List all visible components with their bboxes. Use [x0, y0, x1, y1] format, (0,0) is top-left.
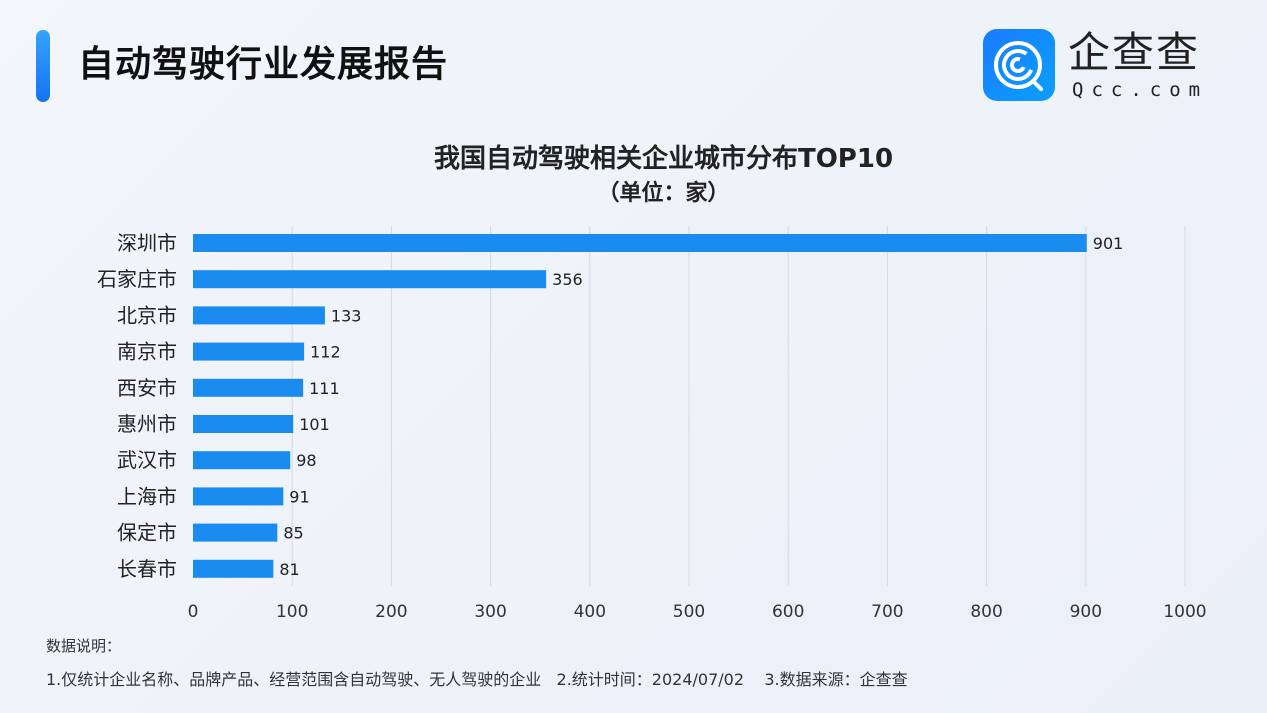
logo-text-cn: 企查查 — [1068, 28, 1201, 77]
x-tick-label: 1000 — [1163, 602, 1206, 622]
x-tick-label: 400 — [574, 602, 606, 622]
x-tick-label: 300 — [474, 602, 506, 622]
x-tick-label: 600 — [772, 602, 804, 622]
notes-text: 1.仅统计企业名称、品牌产品、经营范围含自动驾驶、无人驾驶的企业 2.统计时间：… — [46, 670, 908, 689]
data-label: 81 — [279, 560, 299, 579]
y-category-label: 石家庄市 — [97, 267, 177, 291]
y-category-label: 保定市 — [117, 521, 177, 545]
data-label: 101 — [299, 415, 330, 434]
y-category-label: 上海市 — [117, 484, 177, 508]
data-label: 901 — [1093, 234, 1124, 253]
data-label: 133 — [331, 306, 362, 325]
x-tick-label: 200 — [375, 602, 407, 622]
title-accent-bar — [36, 30, 50, 102]
chart-title: 我国自动驾驶相关企业城市分布TOP10 — [433, 144, 894, 174]
data-label: 91 — [289, 487, 309, 506]
y-category-label: 深圳市 — [117, 231, 177, 255]
bar — [193, 270, 547, 289]
y-category-label: 武汉市 — [117, 448, 177, 472]
bar — [193, 234, 1087, 252]
x-tick-label: 900 — [1070, 602, 1102, 622]
data-label: 85 — [283, 524, 303, 543]
y-category-label: 长春市 — [117, 557, 177, 581]
bar — [193, 306, 325, 325]
y-category-label: 西安市 — [117, 376, 177, 400]
chart-subtitle: （单位：家） — [597, 181, 730, 206]
bar — [193, 415, 294, 433]
x-tick-label: 100 — [276, 602, 308, 622]
x-tick-label: 0 — [188, 602, 199, 622]
x-tick-label: 800 — [970, 602, 1002, 622]
data-label: 98 — [296, 451, 316, 470]
notes-title: 数据说明： — [46, 637, 122, 655]
y-category-label: 惠州市 — [117, 412, 177, 436]
y-category-label: 北京市 — [117, 303, 177, 327]
x-tick-label: 700 — [871, 602, 903, 622]
bar — [193, 559, 274, 578]
data-label: 111 — [309, 379, 340, 398]
qcc-logo-icon — [983, 29, 1055, 101]
y-category-label: 南京市 — [117, 340, 177, 364]
data-label: 112 — [310, 343, 341, 362]
bar — [193, 378, 304, 397]
bar — [193, 342, 305, 361]
x-tick-label: 500 — [673, 602, 705, 622]
report-title: 自动驾驶行业发展报告 — [78, 44, 449, 85]
bar — [193, 523, 278, 542]
logo-text-en: Qcc.com — [1072, 79, 1209, 101]
data-label: 356 — [552, 270, 583, 289]
bar — [193, 451, 291, 470]
bar — [193, 487, 284, 506]
